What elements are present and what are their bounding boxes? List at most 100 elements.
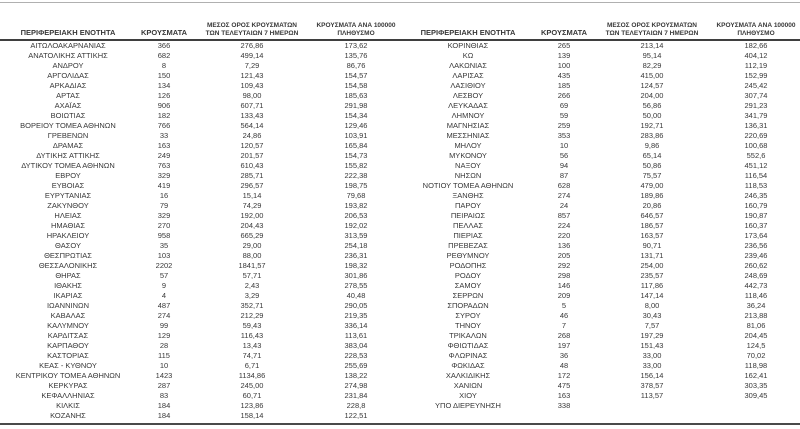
region-cell: ΘΕΣΠΡΩΤΙΑΣ — [44, 251, 92, 260]
cases-cell: 292 — [557, 261, 571, 270]
cases-cell: 220 — [557, 231, 571, 240]
region-cell: ΣΕΡΡΩΝ — [452, 291, 484, 300]
right-table-header: ΠΕΡΙΦΕΡΕΙΑΚΗ ΕΝΟΤΗΤΑ ΚΡΟΥΣΜΑΤΑ ΜΕΣΟΣ ΟΡΟ… — [400, 3, 800, 41]
region-cell: ΗΜΑΘΙΑΣ — [50, 221, 86, 230]
cases-cell: 224 — [557, 221, 571, 230]
region-cell: ΗΡΑΚΛΕΙΟΥ — [46, 231, 90, 240]
table-row: ΡΕΘΥΜΝΟΥ 205 131,71 239,46 — [400, 251, 800, 261]
avg7-cell: 254,00 — [640, 261, 664, 270]
avg7-column-header: ΜΕΣΟΣ ΟΡΟΣ ΚΡΟΥΣΜΑΤΩΝ ΤΩΝ ΤΕΛΕΥΤΑΙΩΝ 7 Η… — [592, 3, 712, 41]
cases-cell: 366 — [157, 41, 171, 50]
avg7-cell: 3,29 — [244, 291, 260, 300]
cases-cell: 419 — [157, 181, 171, 190]
table-row: ΚΟΡΙΝΘΙΑΣ 265 213,14 182,66 — [400, 40, 800, 51]
avg7-cell: 285,71 — [240, 171, 264, 180]
table-row: ΦΩΚΙΔΑΣ 48 33,00 118,98 — [400, 361, 800, 371]
table-row: ΑΡΚΑΔΙΑΣ 134 109,43 154,58 — [0, 81, 400, 91]
table-row: ΔΥΤΙΚΗΣ ΑΤΤΙΚΗΣ 249 201,57 154,73 — [0, 151, 400, 161]
cases-cell: 5 — [561, 301, 567, 310]
region-cell: ΚΑΒΑΛΑΣ — [50, 311, 86, 320]
table-row: ΛΕΥΚΑΔΑΣ 69 56,86 291,23 — [400, 101, 800, 111]
avg7-cell: 352,71 — [240, 301, 264, 310]
per100k-cell: 182,66 — [744, 41, 768, 50]
cases-cell: 115 — [158, 351, 170, 360]
avg7-cell: 124,57 — [640, 81, 664, 90]
region-cell: ΚΕΡΚΥΡΑΣ — [48, 381, 88, 390]
cases-cell: 270 — [157, 221, 171, 230]
table-row: ΒΟΡΕΙΟΥ ΤΟΜΕΑ ΑΘΗΝΩΝ 766 564,14 129,46 — [0, 121, 400, 131]
avg7-cell: 415,00 — [640, 71, 664, 80]
avg7-cell: 186,57 — [640, 221, 664, 230]
per100k-cell: 228,53 — [344, 351, 368, 360]
region-cell: ΧΑΛΚΙΔΙΚΗΣ — [445, 371, 491, 380]
region-cell: ΓΡΕΒΕΝΩΝ — [47, 131, 89, 140]
cases-cell: 28 — [159, 341, 169, 350]
cases-cell: 906 — [157, 101, 171, 110]
avg7-cell: 665,29 — [240, 231, 264, 240]
table-row: ΙΩΑΝΝΙΝΩΝ 487 352,71 290,05 — [0, 301, 400, 311]
table-row: ΓΡΕΒΕΝΩΝ 33 24,86 103,91 — [0, 131, 400, 141]
table-row: ΛΕΣΒΟΥ 266 204,00 307,74 — [400, 91, 800, 101]
avg7-cell: 59,43 — [242, 321, 262, 330]
right-table-body: ΚΟΡΙΝΘΙΑΣ 265 213,14 182,66 ΚΩ 139 95,14 404,12… — [400, 40, 800, 411]
cases-cell: 100 — [557, 61, 571, 70]
per100k-cell: 152,99 — [744, 71, 768, 80]
region-cell: ΑΧΑΪΑΣ — [54, 101, 82, 110]
per100k-cell: 278,55 — [344, 281, 368, 290]
per100k-cell: 213,88 — [744, 311, 768, 320]
per100k-cell: 86,76 — [346, 61, 366, 70]
table-row: ΧΙΟΥ 163 113,57 309,45 — [400, 391, 800, 401]
table-row: ΑΡΓΟΛΙΔΑΣ 150 121,43 154,57 — [0, 71, 400, 81]
avg7-cell: 13,43 — [242, 341, 262, 350]
cases-cell: 682 — [157, 51, 171, 60]
cases-cell: 46 — [559, 311, 569, 320]
region-cell: ΛΑΡΙΣΑΣ — [452, 71, 484, 80]
region-cell: ΛΕΥΚΑΔΑΣ — [448, 101, 488, 110]
per100k-cell: 204,45 — [744, 331, 768, 340]
cases-cell: 265 — [557, 41, 571, 50]
region-cell: ΚΑΡΠΑΘΟΥ — [47, 341, 89, 350]
left-table-header: ΠΕΡΙΦΕΡΕΙΑΚΗ ΕΝΟΤΗΤΑ ΚΡΟΥΣΜΑΤΑ ΜΕΣΟΣ ΟΡΟ… — [0, 3, 400, 41]
per100k-cell: 155,82 — [344, 161, 368, 170]
per100k-cell: 336,14 — [344, 321, 368, 330]
table-row: ΛΑΣΙΘΙΟΥ 185 124,57 245,42 — [400, 81, 800, 91]
region-cell: ΙΩΑΝΝΙΝΩΝ — [46, 301, 90, 310]
per100k-cell: 228,8 — [346, 401, 366, 410]
region-cell: ΤΗΝΟΥ — [454, 321, 481, 330]
avg7-cell: 50,00 — [642, 111, 662, 120]
avg7-cell: 646,57 — [640, 211, 664, 220]
per100k-cell: 552,6 — [746, 151, 766, 160]
avg7-cell: 235,57 — [640, 271, 664, 280]
per100k-cell: 81,06 — [746, 321, 766, 330]
region-cell: ΑΡΤΑΣ — [56, 91, 80, 100]
table-row: ΗΜΑΘΙΑΣ 270 204,43 192,02 — [0, 221, 400, 231]
region-cell: ΚΑΡΔΙΤΣΑΣ — [47, 331, 89, 340]
per100k-cell: 303,35 — [744, 381, 768, 390]
table-row: ΘΑΣΟΥ 35 29,00 254,18 — [0, 241, 400, 251]
table-row: ΕΥΒΟΙΑΣ 419 296,57 198,75 — [0, 181, 400, 191]
per100k-cell: 185,63 — [344, 91, 368, 100]
region-cell: ΔΥΤΙΚΟΥ ΤΟΜΕΑ ΑΘΗΝΩΝ — [21, 161, 115, 170]
avg7-cell: 33,00 — [642, 361, 662, 370]
per100k-cell: 118,46 — [744, 291, 768, 300]
avg7-cell: 192,71 — [640, 121, 664, 130]
per100k-cell: 129,46 — [344, 121, 368, 130]
table-row: ΔΥΤΙΚΟΥ ΤΟΜΕΑ ΑΘΗΝΩΝ 763 610,43 155,82 — [0, 161, 400, 171]
table-row: ΚΑΛΥΜΝΟΥ 99 59,43 336,14 — [0, 321, 400, 331]
cases-cell: 134 — [157, 81, 171, 90]
avg7-cell: 50,86 — [642, 161, 662, 170]
region-column-header: ΠΕΡΙΦΕΡΕΙΑΚΗ ΕΝΟΤΗΤΑ — [0, 3, 136, 41]
cases-cell: 329 — [157, 211, 171, 220]
cases-cell: 163 — [157, 141, 171, 150]
region-cell: ΡΟΔΟΠΗΣ — [449, 261, 487, 270]
per100k-cell — [712, 401, 800, 411]
per100k-cell: 246,35 — [744, 191, 768, 200]
cases-cell: 287 — [157, 381, 171, 390]
table-row: ΦΛΩΡΙΝΑΣ 36 33,00 70,02 — [400, 351, 800, 361]
table-row: ΠΕΛΛΑΣ 224 186,57 160,37 — [400, 221, 800, 231]
avg7-cell: 296,57 — [240, 181, 264, 190]
avg7-header-line1: ΜΕΣΟΣ ΟΡΟΣ ΚΡΟΥΣΜΑΤΩΝ — [206, 22, 298, 29]
avg7-cell: 20,86 — [642, 201, 662, 210]
avg7-column-header: ΜΕΣΟΣ ΟΡΟΣ ΚΡΟΥΣΜΑΤΩΝ ΤΩΝ ΤΕΛΕΥΤΑΙΩΝ 7 Η… — [192, 3, 312, 41]
table-row: ΜΑΓΝΗΣΙΑΣ 259 192,71 136,31 — [400, 121, 800, 131]
